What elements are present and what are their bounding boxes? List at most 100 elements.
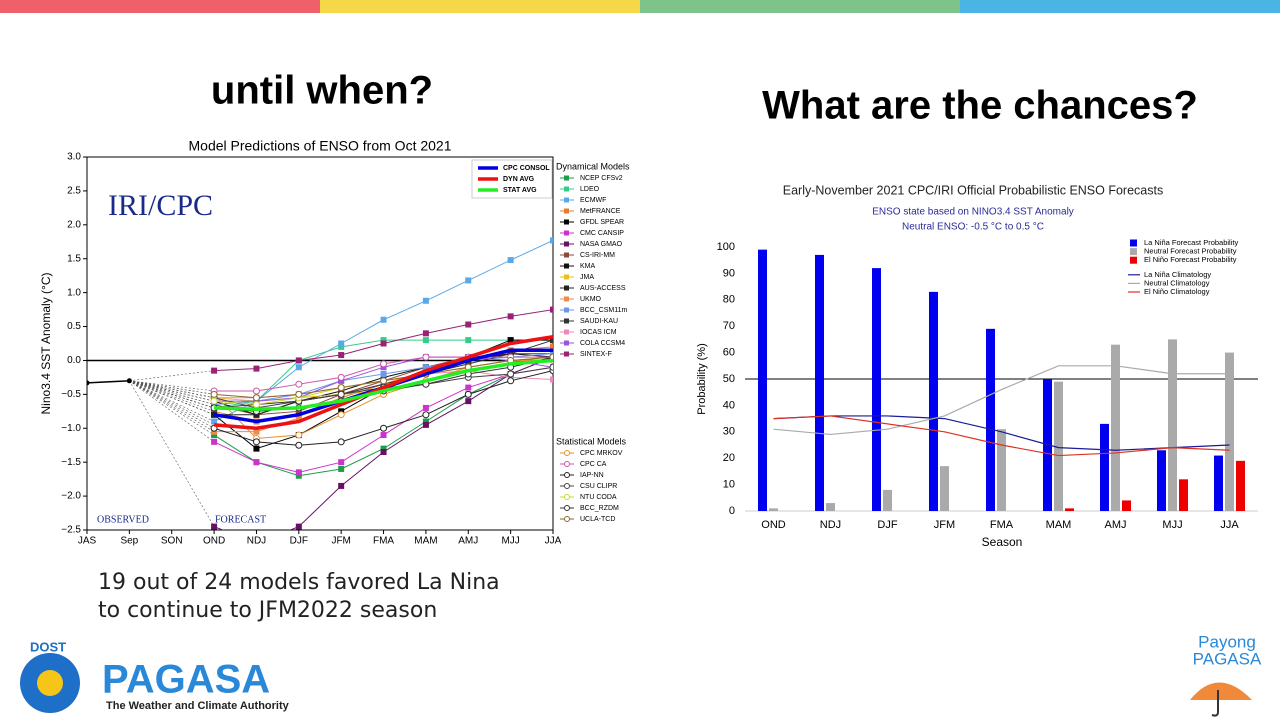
legend-marker <box>564 241 569 247</box>
bar <box>929 291 938 511</box>
legend-marker <box>564 197 569 203</box>
legend-label: CMC CANSIP <box>580 230 624 237</box>
x-tick-label: JJA <box>1220 519 1239 531</box>
x-tick-label: OND <box>761 519 786 531</box>
model-marker <box>422 421 429 428</box>
model-marker <box>550 376 553 383</box>
model-marker <box>380 371 387 378</box>
model-marker <box>252 394 260 402</box>
y-tick-label: 60 <box>723 347 735 359</box>
legend-label: BCC_CSM11m <box>580 307 627 314</box>
legend-label: CSU CLIPR <box>580 483 617 490</box>
legend-swatch <box>1130 248 1137 256</box>
model-marker <box>380 360 388 368</box>
model-marker <box>380 424 388 432</box>
forecast-connector <box>129 380 215 432</box>
x-tick-label: DJF <box>290 536 308 547</box>
y-tick-label: 1.0 <box>67 287 81 298</box>
x-tick-label: Sep <box>120 536 138 547</box>
model-marker <box>337 384 345 392</box>
bar <box>1157 450 1166 511</box>
model-marker <box>550 306 553 313</box>
model-marker <box>252 401 260 409</box>
bar <box>1225 352 1234 511</box>
bar <box>815 254 824 512</box>
x-tick-label: JFM <box>331 536 350 547</box>
model-marker <box>253 428 260 435</box>
model-marker <box>422 297 429 304</box>
logo-icon <box>37 670 63 696</box>
stripe <box>320 0 640 13</box>
model-marker <box>337 411 345 419</box>
legend-label: IOCAS ICM <box>580 329 617 336</box>
model-marker <box>295 431 303 439</box>
model-marker <box>338 352 345 359</box>
legend-swatch <box>1130 256 1137 264</box>
legend-marker <box>564 351 569 357</box>
y-tick-label: 40 <box>723 399 735 411</box>
legend-label: Neutral Forecast Probability <box>1144 247 1237 256</box>
legend-label: El Niño Climatology <box>1144 287 1210 296</box>
bar <box>1236 460 1245 511</box>
x-tick-label: NDJ <box>247 536 266 547</box>
y-axis-label: Probability (%) <box>696 343 708 415</box>
legend-marker <box>564 186 569 192</box>
legend-marker <box>564 274 569 280</box>
y-tick-label: −0.5 <box>61 389 81 400</box>
average-line <box>213 334 553 431</box>
y-tick-label: 70 <box>723 320 735 332</box>
model-marker <box>380 340 387 347</box>
legend-label: SAUDI-KAU <box>580 318 618 325</box>
x-tick-label: MAM <box>1046 519 1072 531</box>
chart-title: Early-November 2021 CPC/IRI Official Pro… <box>783 183 1163 197</box>
legend-label: BCC_RZDM <box>580 505 619 512</box>
logo-text: PAGASA <box>102 658 270 702</box>
model-marker <box>550 337 553 344</box>
legend-marker <box>564 307 569 313</box>
x-tick-label: JAS <box>78 536 97 547</box>
legend-marker <box>564 285 569 291</box>
forecast-connector <box>129 380 215 429</box>
model-marker <box>507 377 515 385</box>
heading: What are the chances? <box>762 84 1198 128</box>
model-marker <box>252 387 260 395</box>
y-tick-label: 2.5 <box>67 186 81 197</box>
legend-marker <box>564 505 570 511</box>
model-marker <box>549 353 553 361</box>
model-marker <box>337 373 345 381</box>
y-tick-label: 0.0 <box>67 355 81 366</box>
legend-marker <box>564 219 569 225</box>
bar <box>826 503 835 511</box>
average-line <box>214 358 553 412</box>
model-marker <box>295 472 302 479</box>
logo-tagline: The Weather and Climate Authority <box>106 700 290 712</box>
model-marker <box>550 350 553 357</box>
legend-label: SINTEX-F <box>580 351 612 358</box>
model-marker <box>211 418 218 425</box>
y-tick-label: 1.5 <box>67 253 81 264</box>
model-marker <box>295 390 303 398</box>
y-tick-label: −2.5 <box>61 525 81 536</box>
forecast-connector <box>129 380 215 415</box>
x-tick-label: NDJ <box>820 519 841 531</box>
legend-label: NASA GMAO <box>580 241 623 248</box>
model-marker <box>380 432 387 439</box>
model-marker <box>211 432 218 439</box>
model-marker <box>507 257 514 264</box>
logo-umbrella <box>1190 682 1252 700</box>
legend-marker <box>564 494 570 500</box>
model-marker <box>210 397 218 405</box>
y-tick-label: 100 <box>717 241 735 253</box>
annotation: FORECAST <box>215 514 266 525</box>
model-marker <box>549 363 553 371</box>
model-marker <box>422 411 430 419</box>
y-tick-label: 50 <box>723 373 735 385</box>
y-tick-label: −1.5 <box>61 457 81 468</box>
plot-frame <box>86 156 554 531</box>
legend-marker <box>564 472 570 478</box>
legend-label: La Niña Forecast Probability <box>1144 238 1238 247</box>
bar <box>1168 339 1177 511</box>
logo-umbrella <box>1211 690 1219 717</box>
